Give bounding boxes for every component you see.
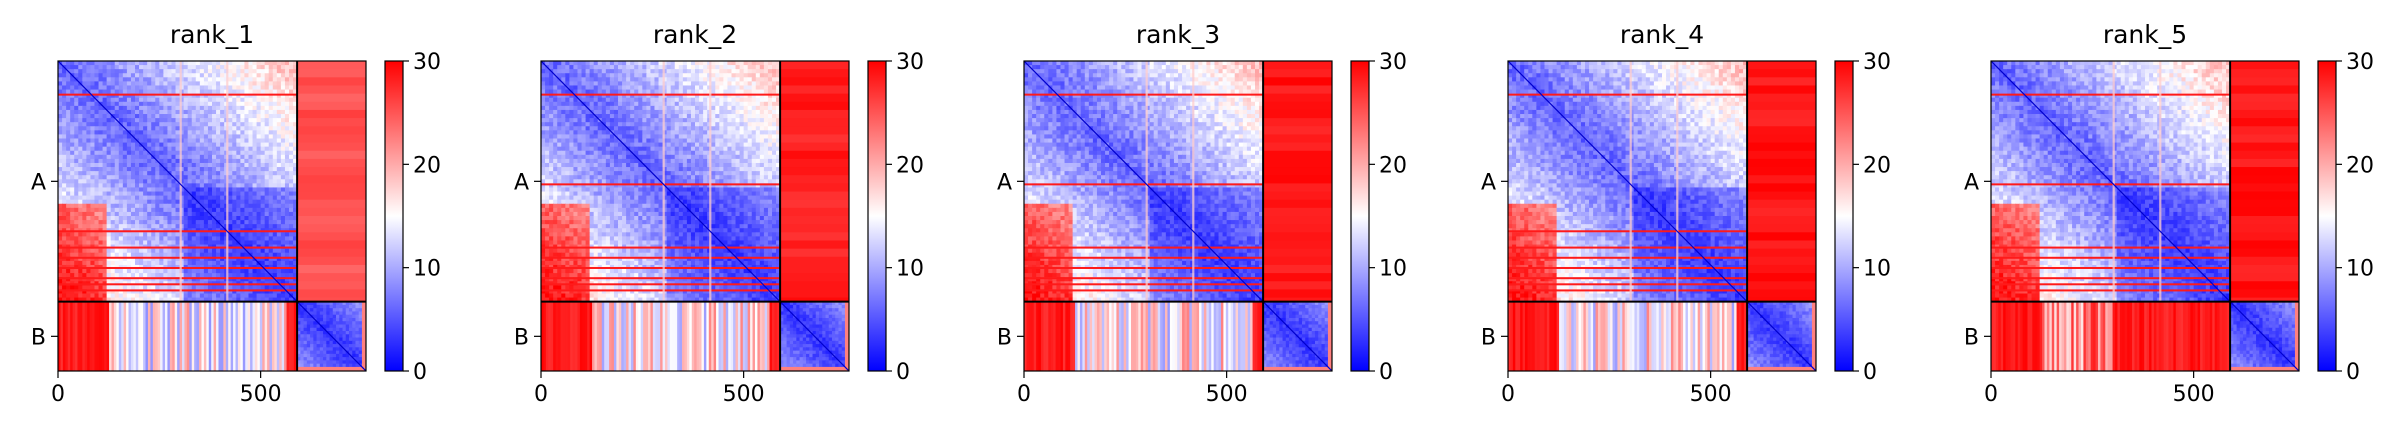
panel-title: rank_2 — [653, 20, 737, 49]
y-tick-label: A — [514, 170, 529, 195]
colorbar-tick-label: 30 — [896, 50, 924, 75]
x-tick-label: 500 — [1206, 382, 1248, 407]
diagonal-line — [541, 61, 849, 371]
colorbar — [1350, 60, 1370, 372]
colorbar — [384, 60, 404, 372]
panel-title: rank_1 — [170, 20, 254, 49]
colorbar-tick-label: 0 — [896, 360, 910, 385]
y-tick-label: B — [1964, 325, 1979, 350]
colorbar-tick-label: 10 — [2346, 257, 2374, 282]
colorbar-tick-label: 30 — [1863, 50, 1891, 75]
panel-rank_4: rank_4 0 500 A B 0 10 20 30 — [1481, 20, 1891, 407]
x-tick-label: 0 — [1984, 382, 1998, 407]
x-tick-label: 500 — [240, 382, 282, 407]
diagonal-line — [1508, 61, 1816, 371]
colorbar-tick-label: 20 — [1863, 153, 1891, 178]
heatmap-rank_4 — [1508, 61, 1816, 371]
x-tick-label: 0 — [1501, 382, 1515, 407]
x-tick-label: 0 — [51, 382, 65, 407]
colorbar-tick-label: 10 — [896, 257, 924, 282]
heatmap-rank_1 — [58, 61, 366, 371]
panel-rank_2: rank_2 0 500 A B 0 10 20 30 — [514, 20, 924, 407]
colorbar-tick-label: 30 — [2346, 50, 2374, 75]
y-tick-label: A — [1964, 170, 1979, 195]
colorbar — [2317, 60, 2337, 372]
y-tick-label: B — [997, 325, 1012, 350]
x-tick-label: 500 — [1690, 382, 1732, 407]
y-tick-label: B — [514, 325, 529, 350]
x-tick-label: 500 — [2173, 382, 2215, 407]
colorbar-tick-label: 0 — [1379, 360, 1393, 385]
colorbar-tick-label: 20 — [896, 153, 924, 178]
y-tick-label: A — [997, 170, 1012, 195]
plot-frame — [540, 60, 850, 372]
colorbar-tick-label: 10 — [1379, 257, 1407, 282]
diagonal-line — [58, 61, 366, 371]
heatmap-rank_3 — [1024, 61, 1332, 371]
x-tick-label: 0 — [1017, 382, 1031, 407]
colorbar-tick-label: 0 — [413, 360, 427, 385]
panel-rank_3: rank_3 0 500 A B 0 10 20 30 — [997, 20, 1407, 407]
colorbar-tick-label: 20 — [2346, 153, 2374, 178]
colorbar-tick-label: 10 — [1863, 257, 1891, 282]
colorbar-tick-label: 30 — [413, 50, 441, 75]
x-tick-label: 500 — [723, 382, 765, 407]
diagonal-line — [1991, 61, 2299, 371]
plot-frame — [1507, 60, 1817, 372]
colorbar — [867, 60, 887, 372]
colorbar-tick-label: 0 — [2346, 360, 2360, 385]
heatmap-rank_2 — [541, 61, 849, 371]
panel-title: rank_4 — [1620, 20, 1704, 49]
heatmap-rank_5 — [1991, 61, 2299, 371]
colorbar-tick-label: 0 — [1863, 360, 1877, 385]
y-tick-label: B — [31, 325, 46, 350]
y-tick-label: A — [31, 170, 46, 195]
y-tick-label: A — [1481, 170, 1496, 195]
panel-title: rank_5 — [2103, 20, 2187, 49]
colorbar-tick-label: 20 — [413, 153, 441, 178]
y-tick-label: B — [1481, 325, 1496, 350]
panel-rank_1: rank_1 0 500 A B 0 10 20 30 — [31, 20, 441, 407]
x-tick-label: 0 — [534, 382, 548, 407]
colorbar — [1834, 60, 1854, 372]
panel-rank_5: rank_5 0 500 A B 0 10 20 30 — [1964, 20, 2374, 407]
plot-frame — [1990, 60, 2300, 372]
colorbar-tick-label: 10 — [413, 257, 441, 282]
colorbar-tick-label: 30 — [1379, 50, 1407, 75]
plot-frame — [57, 60, 367, 372]
panel-title: rank_3 — [1136, 20, 1220, 49]
colorbar-tick-label: 20 — [1379, 153, 1407, 178]
plot-frame — [1023, 60, 1333, 372]
diagonal-line — [1024, 61, 1332, 371]
